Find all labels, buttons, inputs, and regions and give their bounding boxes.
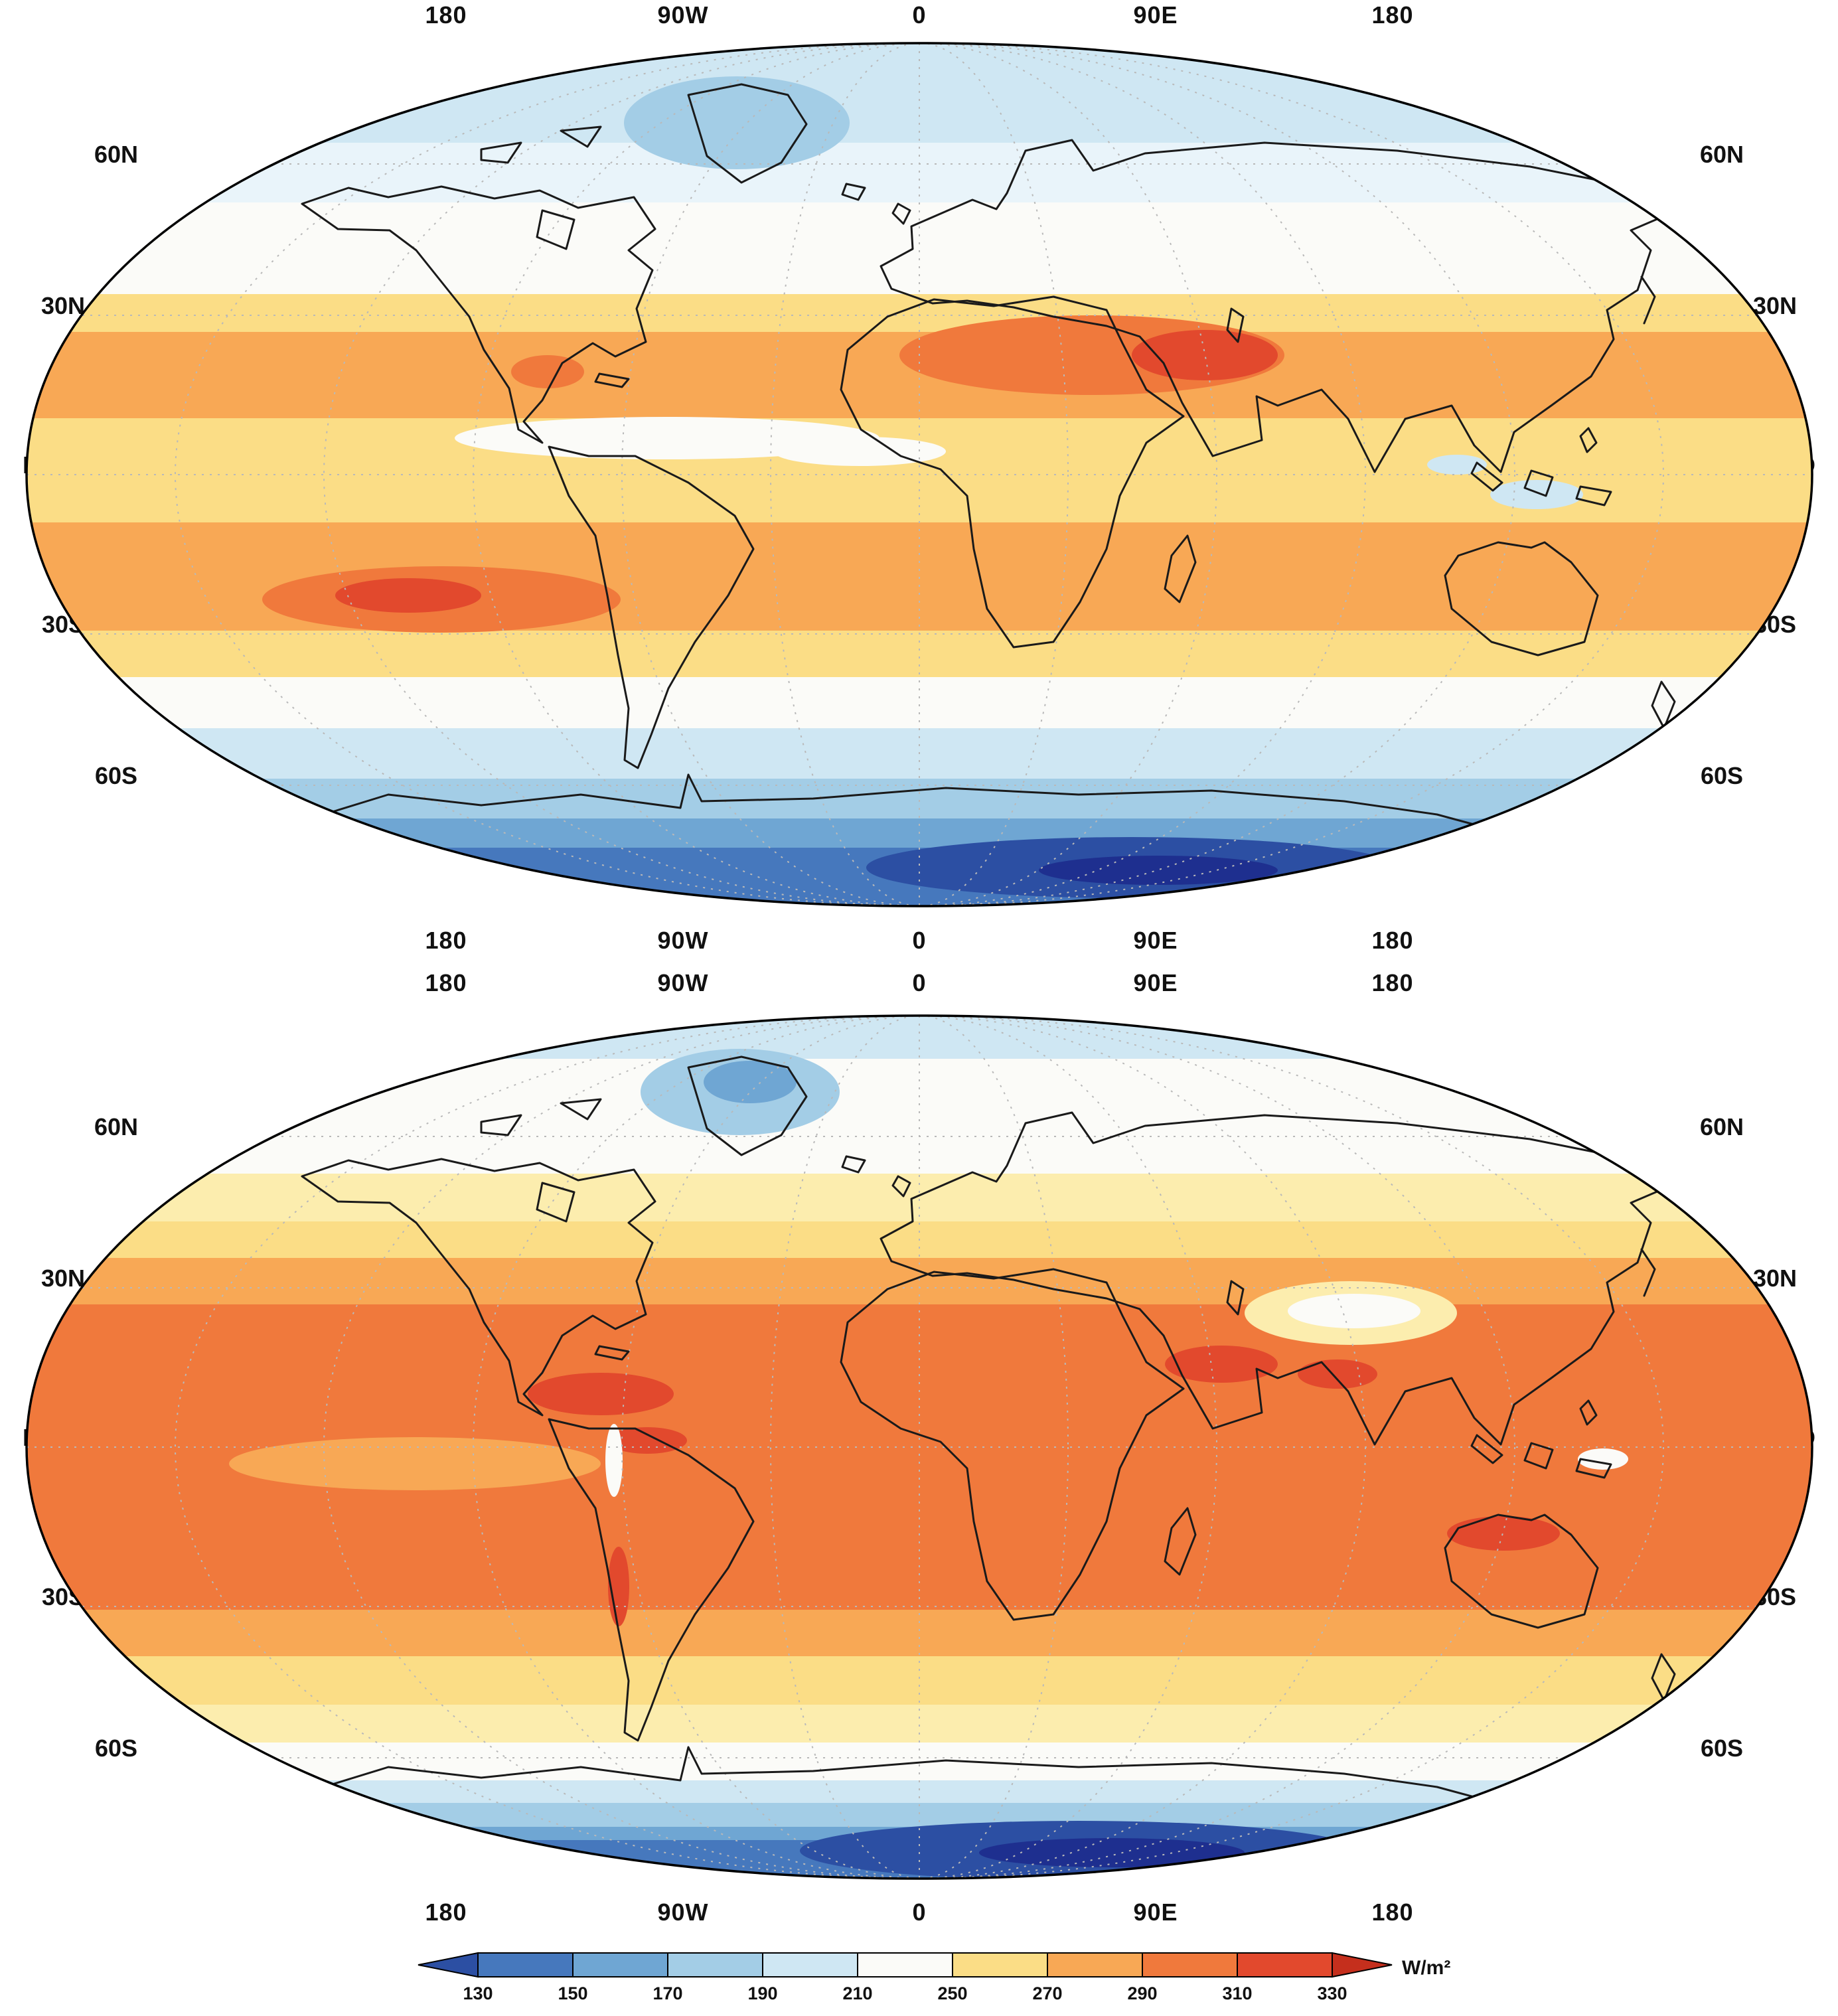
feature-new-guinea-white (1578, 1448, 1628, 1470)
map-boundary (25, 1014, 1813, 1880)
lon-label: 0 (912, 969, 927, 996)
colorbar-segment (667, 1952, 763, 1977)
lat-label: 30N (40, 1265, 86, 1292)
colorbar-tick: 210 (842, 1983, 872, 2003)
feature-arabia-max (1132, 330, 1278, 380)
lat-label: 60S (1700, 1735, 1744, 1762)
feature-maritime-cool (1490, 480, 1583, 509)
band (27, 631, 1812, 677)
lon-label: 0 (912, 1899, 927, 1926)
map-lower-fill (27, 1016, 1812, 1879)
lon-label: 180 (1371, 927, 1414, 954)
lon-label: 180 (1371, 1899, 1414, 1926)
lon-label: 180 (1371, 1, 1414, 29)
map-boundary (25, 42, 1813, 907)
band (27, 1656, 1812, 1705)
band (27, 1258, 1812, 1304)
lon-label: 180 (425, 927, 467, 954)
feature-se-pacific-core (335, 578, 481, 613)
lat-label: 60N (1699, 141, 1744, 168)
lon-label: 90W (657, 1899, 709, 1926)
map-lower (25, 1014, 1813, 1880)
lon-label: 90E (1133, 1, 1178, 29)
feature-greenland-cool (624, 76, 850, 169)
colorbar-segment (1237, 1952, 1333, 1977)
colorbar-segment (477, 1952, 574, 1977)
lat-label: 60S (94, 762, 138, 789)
feature-maritime-cool (1427, 455, 1487, 475)
feature-amazon-max (607, 1427, 687, 1454)
lat-label: 60N (1699, 1113, 1744, 1140)
band (27, 294, 1812, 332)
lat-label: 60N (94, 1113, 139, 1140)
colorbar-tick: 310 (1222, 1983, 1252, 2003)
colorbar-tick: 330 (1317, 1983, 1347, 2003)
lon-label: 90E (1133, 1899, 1178, 1926)
colorbar-unit-label: W/m² (1402, 1957, 1451, 1979)
map-upper-fill (27, 43, 1812, 906)
lon-label: 90E (1133, 927, 1178, 954)
band (27, 1610, 1812, 1656)
lat-label: 30N (40, 292, 86, 319)
lat-label: 30N (1752, 292, 1798, 319)
lon-label: 90W (657, 927, 709, 954)
colorbar-tick: 170 (652, 1983, 682, 2003)
feature-antarctic-core (979, 1838, 1245, 1867)
band (27, 1803, 1812, 1827)
feature-greenland-core (704, 1061, 797, 1103)
feature-mexico-max (511, 355, 584, 388)
lon-label: 90W (657, 969, 709, 996)
band (27, 1743, 1812, 1780)
lat-label: 60S (1700, 762, 1744, 789)
band (27, 1016, 1812, 1059)
colorbar-tick: 290 (1127, 1983, 1157, 2003)
band (27, 1059, 1812, 1174)
feature-tibet-white (1288, 1294, 1420, 1328)
lat-label: 60N (94, 141, 139, 168)
feature-itcz-white (773, 437, 946, 466)
lon-label: 180 (425, 969, 467, 996)
colorbar-segment (762, 1952, 858, 1977)
lon-label: 180 (425, 1899, 467, 1926)
colorbar-left-arrow (418, 1952, 479, 1978)
band (27, 677, 1812, 728)
lat-label: 60S (94, 1735, 138, 1762)
lon-label: 90W (657, 1, 709, 29)
lon-label: 180 (1371, 969, 1414, 996)
colorbar-segment (857, 1952, 953, 1977)
lon-label: 180 (425, 1, 467, 29)
colorbar-segment (572, 1952, 668, 1977)
feature-caribbean-max (528, 1373, 674, 1415)
lat-label: 30N (1752, 1265, 1798, 1292)
lon-label: 0 (912, 927, 927, 954)
lon-label: 90E (1133, 969, 1178, 996)
feature-antarctic-core (1039, 856, 1278, 885)
feature-nw-australia-max (1447, 1516, 1560, 1551)
colorbar-tick: 130 (463, 1983, 493, 2003)
colorbar: 130 150 170 190 210 250 270 290 310 330 (418, 1952, 1393, 2003)
map-upper (25, 42, 1813, 907)
feature-andes-white (605, 1424, 623, 1497)
band (27, 1705, 1812, 1743)
colorbar-segment (952, 1952, 1048, 1977)
colorbar-tick: 190 (747, 1983, 777, 2003)
colorbar-tick: 150 (558, 1983, 587, 2003)
feature-eq-pacific-tongue (229, 1437, 601, 1490)
colorbar-tick: 270 (1032, 1983, 1062, 2003)
feature-arabia-max (1165, 1346, 1278, 1383)
colorbar-right-arrow (1332, 1952, 1393, 1978)
colorbar-segment (1142, 1952, 1238, 1977)
band (27, 202, 1812, 294)
feature-india-max (1298, 1359, 1377, 1389)
lon-label: 0 (912, 1, 927, 29)
band (27, 1174, 1812, 1221)
colorbar-segment (1047, 1952, 1143, 1977)
band (27, 1780, 1812, 1803)
colorbar-tick: 250 (937, 1983, 967, 2003)
